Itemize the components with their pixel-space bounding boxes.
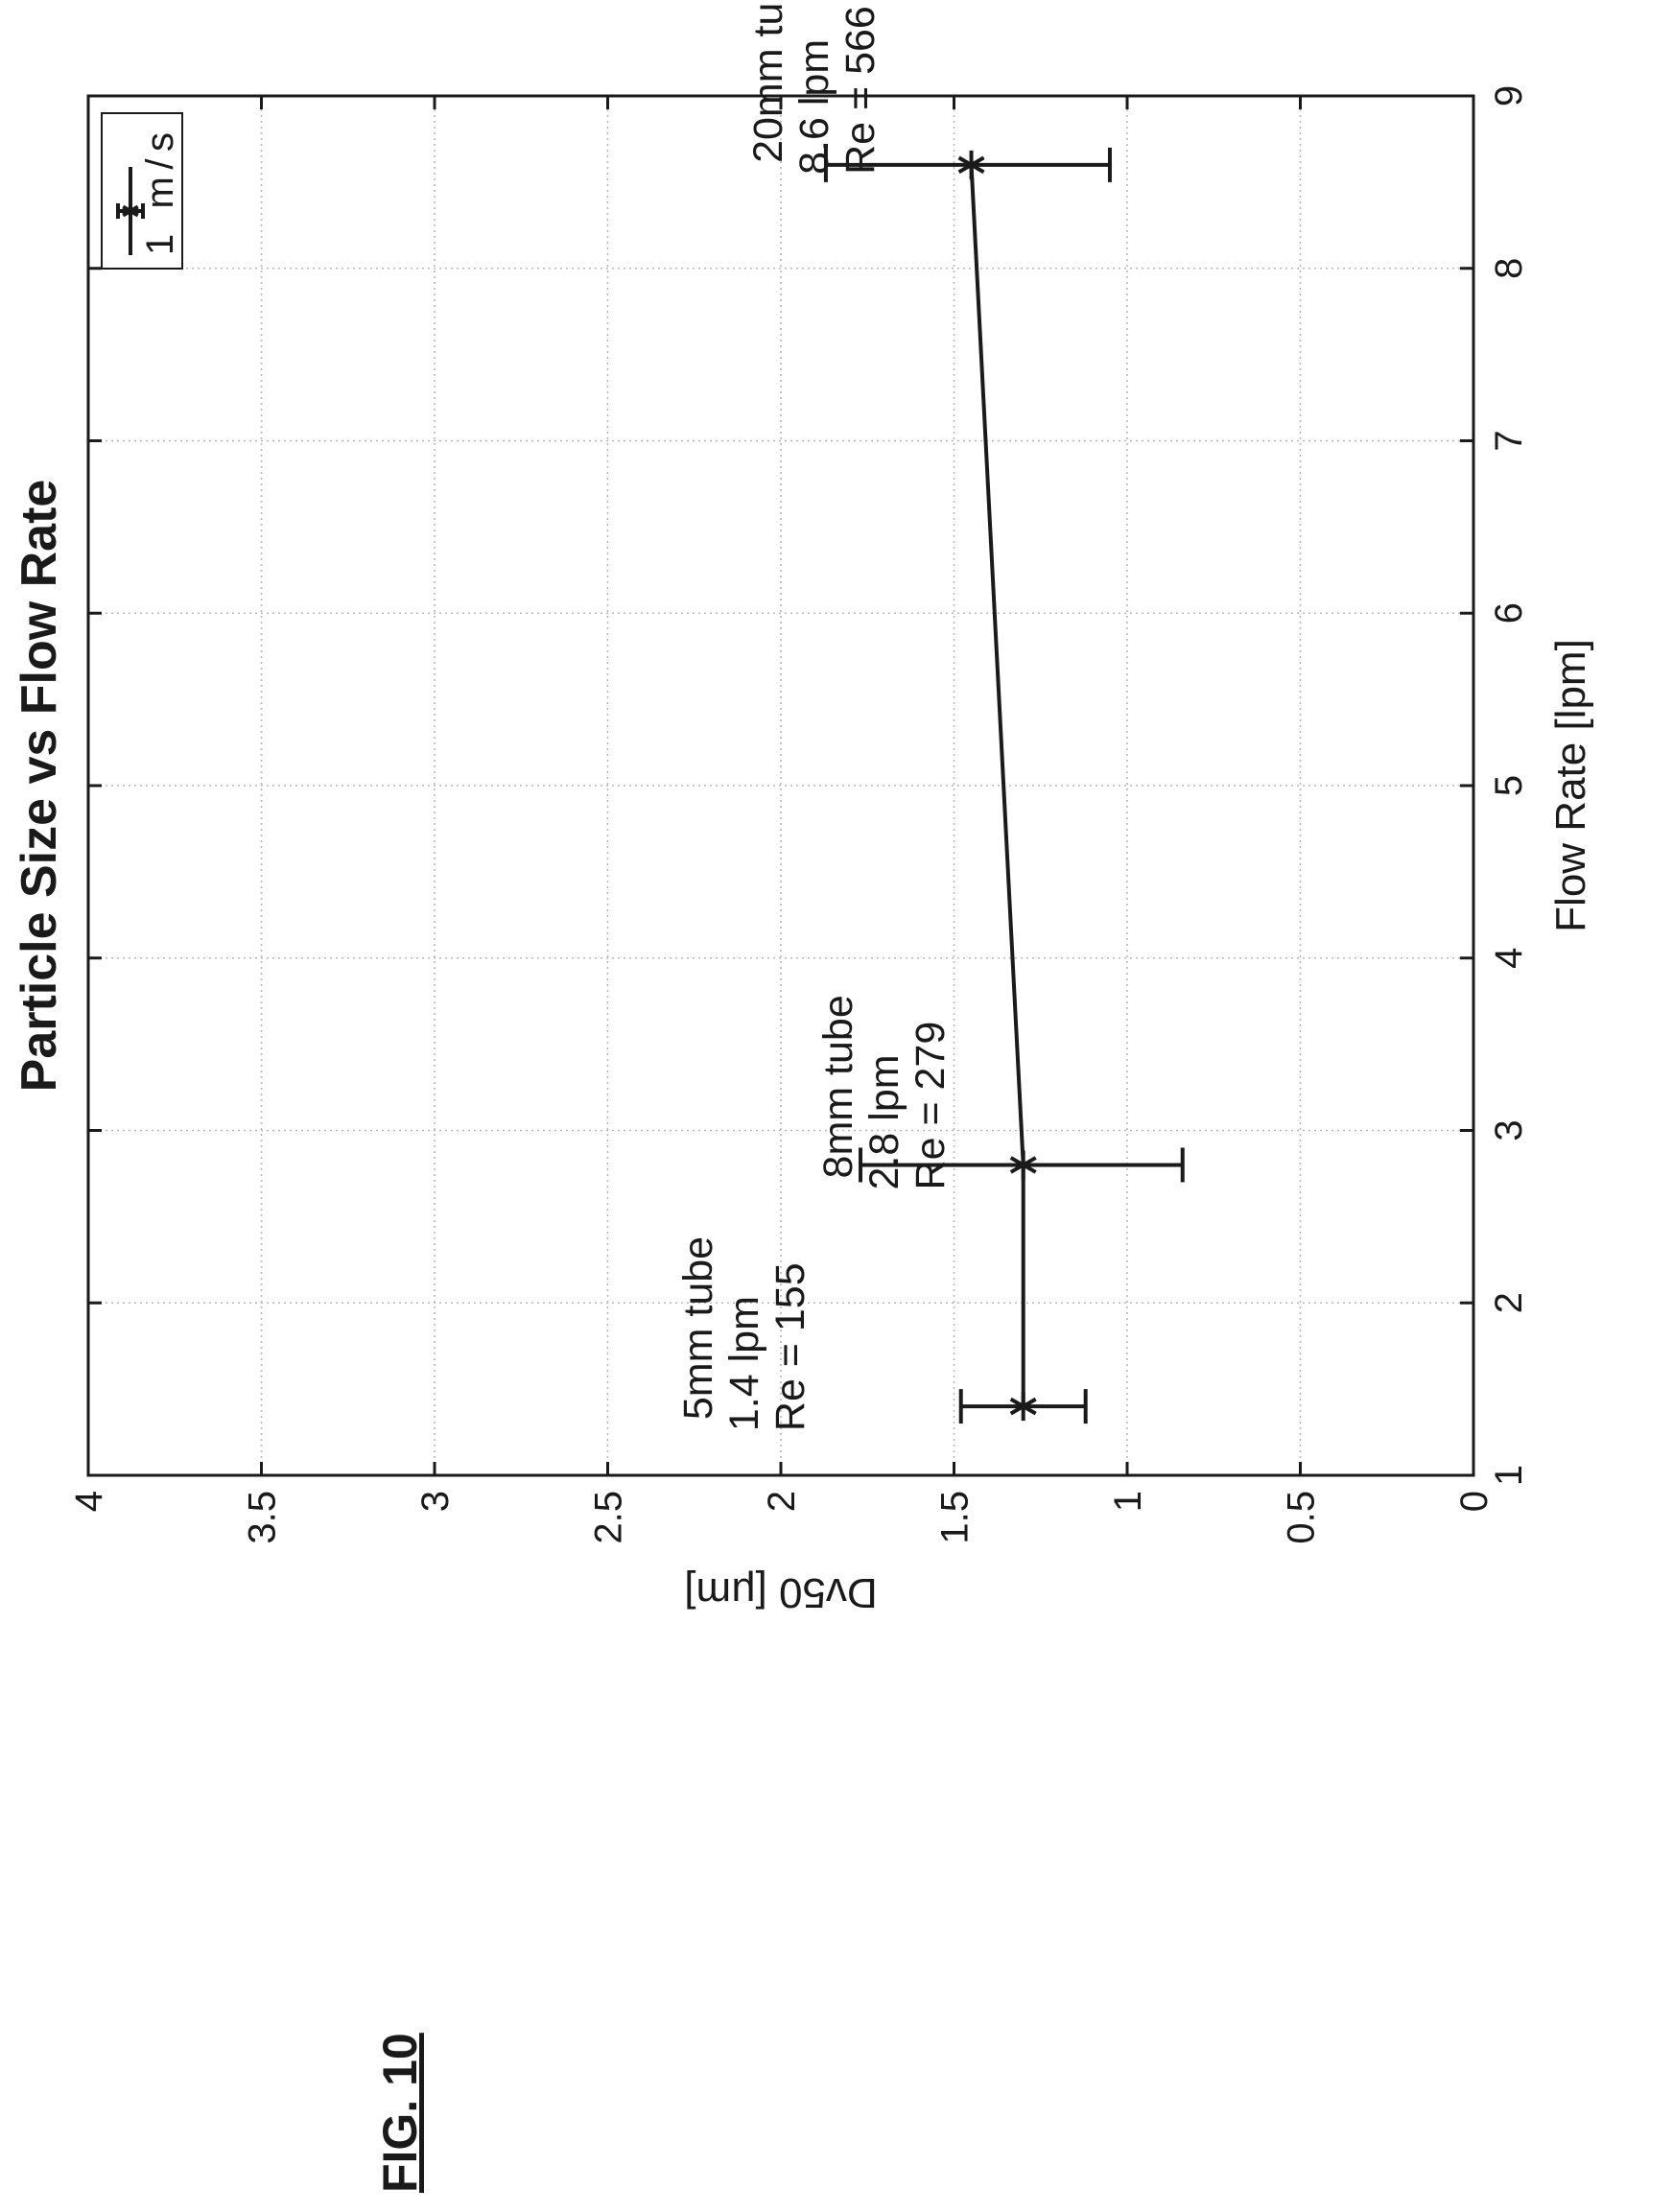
data-point [1009,1392,1037,1422]
annotation-line: 20mm tube [745,0,791,163]
annotation-line: 8.6 lpm [791,39,837,175]
ticks-layer: 1 2 3 4 5 6 7 8 9 0 0.5 1 1.5 2 2.5 3 3.5 4 [68,85,1530,1544]
marker-stroke [1009,1156,1037,1174]
y-tick-label: 4 [68,1491,110,1512]
y-axis-label: Dv50 [μm] [684,1569,877,1616]
marker-stroke [122,204,139,218]
x-tick-label: 6 [1488,602,1530,624]
y-tick-label: 0.5 [1281,1491,1323,1544]
chart-title: Particle Size vs Flow Rate [12,480,67,1093]
legend: 1 m/s [101,112,183,270]
annotation-line: 5mm tube [675,1236,721,1420]
point-annotation: 8mm tube 2.8 lpm Re = 279 [815,995,954,1189]
point-annotation: 20mm tube 8.6 lpm Re = 566 [745,0,884,175]
annotation-line: 8mm tube [815,995,861,1178]
y-tick-label: 2 [761,1491,803,1512]
annotation-line: Re = 155 [767,1262,813,1431]
point-annotation: 5mm tube 1.4 lpm Re = 155 [675,1236,813,1431]
legend-entry: 1 m/s [139,132,181,255]
y-tick-label: 1 [1107,1491,1149,1512]
x-tick-label: 4 [1488,948,1530,969]
x-tick-label: 2 [1488,1292,1530,1313]
x-tick-label: 1 [1488,1465,1530,1486]
annotation-line: 2.8 lpm [861,1054,907,1189]
marker-stroke [1009,1397,1037,1416]
y-tick-label: 3.5 [242,1491,284,1544]
chart: Particle Size vs Flow Rate 1 2 3 4 5 6 7 8 9 0 0.5… [12,0,1594,2193]
x-tick-label: 5 [1488,775,1530,796]
x-tick-label: 9 [1488,85,1530,106]
y-tick-label: 1.5 [934,1491,977,1544]
series-layer [823,147,1185,1424]
grid-layer [88,96,1473,1475]
figure-label: FIG. 10 [373,2033,427,2193]
data-point [1009,1150,1037,1180]
y-tick-label: 3 [414,1491,457,1512]
x-tick-label: 3 [1488,1119,1530,1141]
marker-stroke [957,155,985,175]
y-tick-label: 2.5 [588,1491,630,1544]
x-tick-label: 7 [1488,430,1530,451]
x-tick-label: 8 [1488,258,1530,279]
annotation-line: Re = 279 [907,1022,954,1190]
legend-box [101,112,183,270]
x-axis-label: Flow Rate [lpm] [1547,639,1594,932]
y-tick-label: 0 [1453,1491,1496,1512]
legend-symbol [116,167,145,255]
legend-marker [122,202,139,220]
annotation-line: Re = 566 [837,6,884,175]
annotation-line: 1.4 lpm [721,1296,767,1431]
data-point [957,150,985,179]
